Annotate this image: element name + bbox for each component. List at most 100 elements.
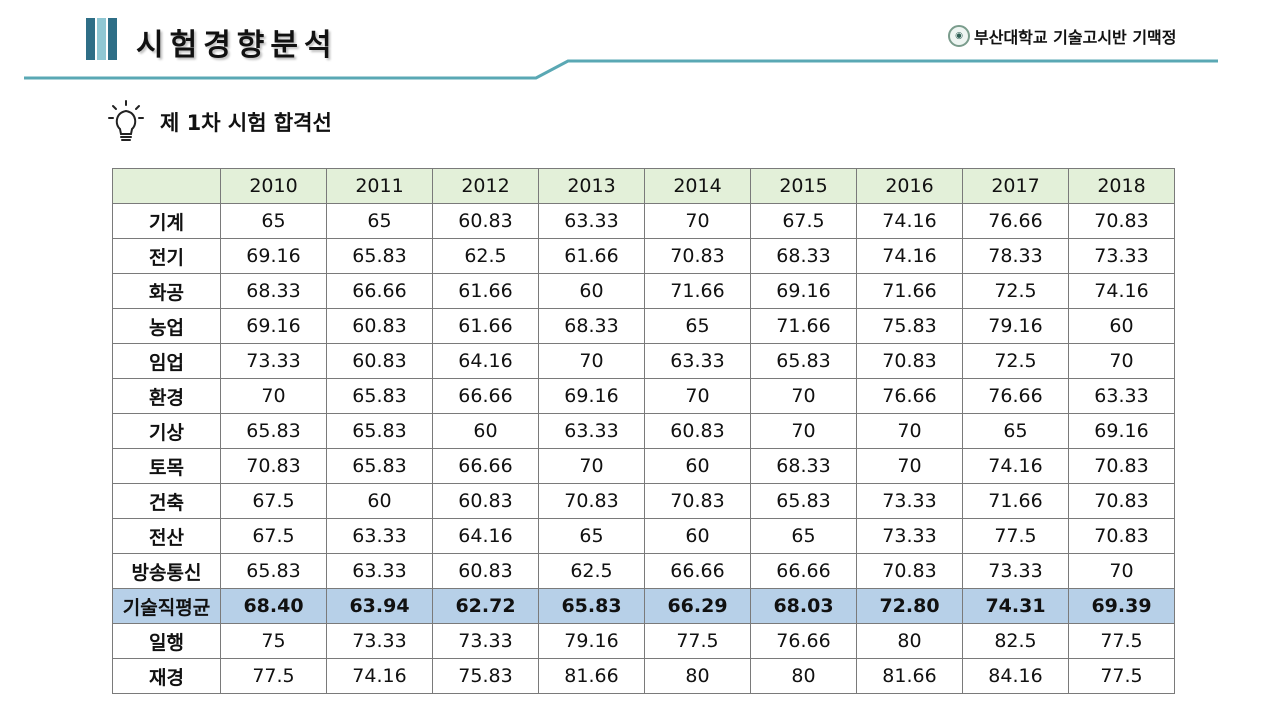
score-cell: 73.33 [326,623,433,659]
score-cell: 76.66 [962,378,1069,414]
score-cell: 65.83 [220,553,327,589]
table-row: 재경 77.5 74.16 75.83 81.66 80 80 81.66 84.16 77.5 [112,658,1175,694]
score-cell: 65.83 [326,448,433,484]
table-header-row: 2010 2011 2012 2013 2014 2015 2016 2017 … [112,168,1175,204]
score-cell: 69.16 [1068,413,1175,449]
score-cell: 72.5 [962,273,1069,309]
score-cell: 69.16 [220,238,327,274]
score-cell: 70.83 [856,343,963,379]
score-cell: 64.16 [432,518,539,554]
score-cell: 65 [538,518,645,554]
score-cell: 71.66 [962,483,1069,519]
score-cell: 75.83 [856,308,963,344]
score-cell: 66.66 [750,553,857,589]
table-row: 건축 67.5 60 60.83 70.83 70.83 65.83 73.33 71.66 70… [112,483,1175,519]
table-row: 일행 75 73.33 73.33 79.16 77.5 76.66 80 82.5 77.5 [112,623,1175,659]
score-cell: 65.83 [538,588,645,624]
row-label: 기술직평균 [112,588,221,624]
score-cell: 69.16 [220,308,327,344]
table-row: 전기 69.16 65.83 62.5 61.66 70.83 68.33 74.16 78.3… [112,238,1175,274]
row-label: 기계 [112,203,221,239]
score-cell: 65 [326,203,433,239]
score-cell: 74.31 [962,588,1069,624]
year-header: 2017 [962,168,1069,204]
table-row: 전산 67.5 63.33 64.16 65 60 65 73.33 77.5 70.83 [112,518,1175,554]
score-cell: 77.5 [962,518,1069,554]
score-cell: 73.33 [432,623,539,659]
score-cell: 61.66 [538,238,645,274]
row-label: 건축 [112,483,221,519]
score-cell: 60.83 [644,413,751,449]
row-label: 전기 [112,238,221,274]
score-cell: 65.83 [326,378,433,414]
row-label: 전산 [112,518,221,554]
table-row: 기계 65 65 60.83 63.33 70 67.5 74.16 76.66 70.83 [112,203,1175,239]
score-cell: 68.33 [220,273,327,309]
score-cell: 60 [1068,308,1175,344]
score-cell: 70.83 [220,448,327,484]
year-header: 2013 [538,168,645,204]
score-cell: 73.33 [856,518,963,554]
score-cell: 71.66 [750,308,857,344]
score-cell: 67.5 [220,483,327,519]
score-cell: 70 [644,378,751,414]
row-label: 기상 [112,413,221,449]
score-cell: 60 [326,483,433,519]
table-row: 임업 73.33 60.83 64.16 70 63.33 65.83 70.83 72.5 70 [112,343,1175,379]
score-cell: 60.83 [432,203,539,239]
score-cell: 74.16 [1068,273,1175,309]
score-cell: 74.16 [326,658,433,694]
score-cell: 67.5 [750,203,857,239]
score-cell: 70 [750,413,857,449]
score-cell: 66.29 [644,588,751,624]
pass-score-table: 2010 2011 2012 2013 2014 2015 2016 2017 … [112,168,1175,694]
row-label: 임업 [112,343,221,379]
score-cell: 66.66 [432,448,539,484]
score-cell: 60 [432,413,539,449]
score-cell: 84.16 [962,658,1069,694]
score-cell: 80 [750,658,857,694]
score-cell: 75 [220,623,327,659]
score-cell: 77.5 [220,658,327,694]
score-cell: 60.83 [326,343,433,379]
score-cell: 80 [856,623,963,659]
score-cell: 67.5 [220,518,327,554]
university-seal-icon: ◉ [948,25,970,47]
score-cell: 80 [644,658,751,694]
year-header: 2010 [220,168,327,204]
score-cell: 68.40 [220,588,327,624]
row-label: 방송통신 [112,553,221,589]
year-header: 2014 [644,168,751,204]
score-cell: 65 [644,308,751,344]
year-header: 2015 [750,168,857,204]
score-cell: 70.83 [644,483,751,519]
score-cell: 73.33 [856,483,963,519]
row-label: 토목 [112,448,221,484]
score-cell: 65.83 [220,413,327,449]
header-accent-bars [86,18,120,62]
header-divider [24,59,1218,80]
year-header: 2011 [326,168,433,204]
score-cell: 76.66 [856,378,963,414]
score-cell: 62.5 [538,553,645,589]
table-corner-cell [112,168,221,204]
table-row: 화공 68.33 66.66 61.66 60 71.66 69.16 71.66 72.5 74… [112,273,1175,309]
score-cell: 65 [750,518,857,554]
score-cell: 70 [750,378,857,414]
section-heading-text: 제 1차 시험 합격선 [160,111,332,135]
score-cell: 64.16 [432,343,539,379]
score-cell: 70 [538,448,645,484]
score-cell: 73.33 [1068,238,1175,274]
score-cell: 82.5 [962,623,1069,659]
score-cell: 65.83 [750,483,857,519]
lightbulb-icon [108,100,144,141]
row-label: 일행 [112,623,221,659]
score-cell: 60 [644,518,751,554]
table-row: 토목 70.83 65.83 66.66 70 60 68.33 70 74.16 70.83 [112,448,1175,484]
score-cell: 65 [962,413,1069,449]
score-cell: 63.33 [1068,378,1175,414]
score-cell: 62.5 [432,238,539,274]
score-cell: 63.94 [326,588,433,624]
score-cell: 60.83 [432,553,539,589]
score-cell: 66.66 [644,553,751,589]
